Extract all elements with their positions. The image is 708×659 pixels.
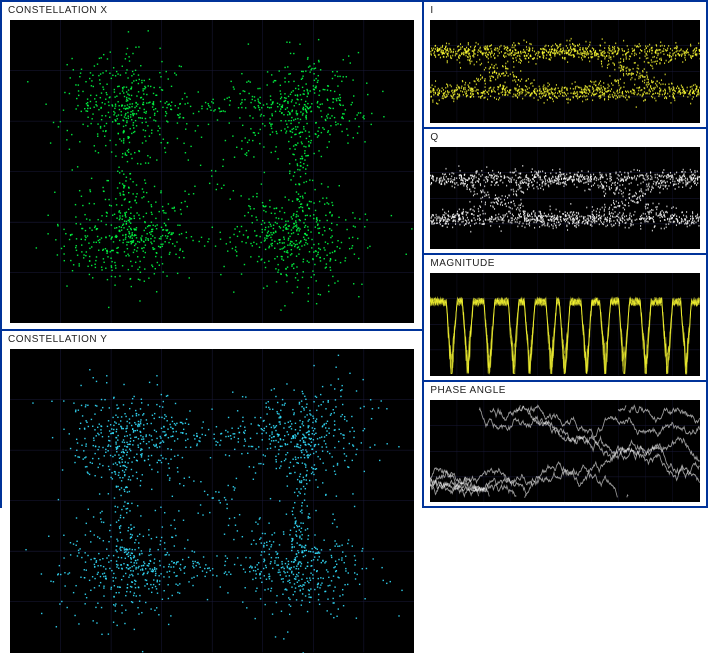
scope-i-eye[interactable] xyxy=(430,20,700,123)
panel-magnitude: MAGNITUDE xyxy=(424,255,706,382)
scope-q-eye[interactable] xyxy=(430,147,700,250)
title-phase: PHASE ANGLE xyxy=(424,382,706,398)
panel-q-eye: Q xyxy=(424,129,706,256)
scope-constellation-x[interactable] xyxy=(10,20,414,323)
title-magnitude: MAGNITUDE xyxy=(424,255,706,271)
panel-constellation-y: CONSTELLATION Y xyxy=(2,331,422,658)
title-q-eye: Q xyxy=(424,129,706,145)
title-i-eye: I xyxy=(424,2,706,18)
panel-i-eye: I xyxy=(424,2,706,129)
panel-constellation-x: CONSTELLATION X xyxy=(2,2,422,331)
left-column: CONSTELLATION X CONSTELLATION Y xyxy=(2,2,424,506)
scope-constellation-y[interactable] xyxy=(10,349,414,652)
scope-magnitude[interactable] xyxy=(430,273,700,376)
title-constellation-y: CONSTELLATION Y xyxy=(2,331,422,347)
panel-phase: PHASE ANGLE xyxy=(424,382,706,507)
right-column: I Q MAGNITUDE PHASE ANGLE xyxy=(424,2,706,506)
title-constellation-x: CONSTELLATION X xyxy=(2,2,422,18)
root-layout: CONSTELLATION X CONSTELLATION Y I Q xyxy=(0,0,708,508)
scope-phase[interactable] xyxy=(430,400,700,503)
